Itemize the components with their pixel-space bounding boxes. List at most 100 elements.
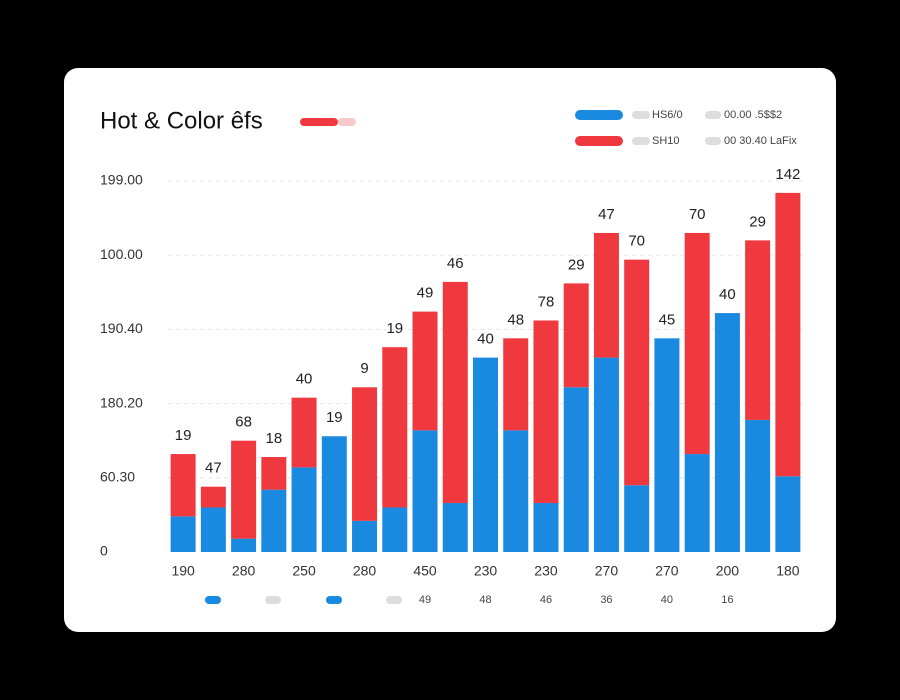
bar-annotation: 47 bbox=[598, 206, 615, 223]
bar-segment bbox=[321, 436, 347, 552]
bar-segment bbox=[503, 338, 529, 431]
bar-annotation: 40 bbox=[477, 331, 494, 348]
bar-annotation: 9 bbox=[360, 360, 368, 377]
x-tick-label: 280 bbox=[353, 563, 377, 579]
y-tick-label: 180.20 bbox=[100, 394, 143, 410]
footer-note: 40 bbox=[661, 594, 673, 606]
bar-annotation: 29 bbox=[568, 256, 585, 273]
bar-annotation: 40 bbox=[296, 371, 313, 388]
bar-segment bbox=[684, 232, 710, 455]
bar-segment bbox=[261, 457, 287, 490]
bar-segment bbox=[624, 259, 650, 486]
y-tick-label: 100.00 bbox=[100, 246, 143, 262]
bar-segment bbox=[775, 192, 801, 477]
footer-pill bbox=[265, 596, 281, 604]
footer-pill bbox=[326, 596, 342, 604]
title-accent bbox=[338, 118, 356, 126]
bar-segment bbox=[291, 467, 317, 552]
legend-note: 00 30.40 LaFix bbox=[724, 135, 797, 147]
bar-annotation: 19 bbox=[326, 409, 343, 426]
bar-segment bbox=[714, 313, 740, 552]
legend-label: HS6/0 bbox=[652, 109, 683, 121]
legend-label: SH10 bbox=[652, 135, 680, 147]
y-tick-label: 199.00 bbox=[100, 172, 143, 188]
x-tick-label: 270 bbox=[595, 563, 619, 579]
bar-segment bbox=[593, 357, 619, 552]
legend-pill bbox=[632, 137, 650, 145]
x-tick-label: 180 bbox=[776, 563, 800, 579]
x-tick-label: 270 bbox=[655, 563, 679, 579]
bar-segment bbox=[563, 387, 589, 552]
bar-segment bbox=[473, 357, 498, 552]
bar-annotation: 68 bbox=[235, 414, 252, 431]
bar-segment bbox=[200, 486, 226, 508]
y-tick-label: 60.30 bbox=[100, 469, 135, 485]
x-tick-label: 280 bbox=[232, 563, 256, 579]
legend-pill bbox=[632, 111, 650, 119]
bar-segment bbox=[261, 489, 287, 552]
bar-annotation: 29 bbox=[749, 213, 766, 230]
x-tick-label: 230 bbox=[534, 563, 558, 579]
bar-segment bbox=[352, 520, 378, 552]
footer-pill bbox=[386, 596, 402, 604]
y-tick-label: 190.40 bbox=[100, 320, 143, 336]
bar-segment bbox=[352, 387, 378, 521]
legend-swatch bbox=[575, 110, 623, 120]
bar-segment bbox=[533, 320, 559, 504]
footer-pill bbox=[205, 596, 221, 604]
x-tick-label: 200 bbox=[716, 563, 740, 579]
bar-segment bbox=[563, 283, 589, 388]
bar-annotation: 19 bbox=[175, 427, 192, 444]
footer-note: 36 bbox=[600, 594, 612, 606]
bar-segment bbox=[745, 419, 771, 552]
bar-annotation: 40 bbox=[719, 286, 736, 303]
bar-annotation: 45 bbox=[659, 311, 676, 328]
bar-segment bbox=[442, 281, 468, 504]
legend-pill bbox=[705, 137, 721, 145]
legend-swatch bbox=[575, 136, 623, 146]
footer-note: 16 bbox=[721, 594, 733, 606]
bar-segment bbox=[170, 454, 196, 517]
bar-segment bbox=[684, 454, 710, 552]
bar-segment bbox=[775, 476, 801, 552]
bar-annotation: 48 bbox=[507, 311, 524, 328]
bar-segment bbox=[442, 503, 468, 552]
bar-segment bbox=[231, 440, 257, 539]
legend-note: 00.00 .5$$2 bbox=[724, 109, 782, 121]
bar-annotation: 19 bbox=[386, 320, 403, 337]
bar-segment bbox=[170, 516, 196, 552]
y-tick-label: 0 bbox=[100, 543, 108, 559]
footer-note: 46 bbox=[540, 594, 552, 606]
bar-segment bbox=[503, 430, 529, 552]
bar-segment bbox=[412, 311, 438, 431]
bar-segment bbox=[745, 240, 771, 420]
title-accent bbox=[300, 118, 338, 126]
bar-segment bbox=[593, 232, 619, 358]
bar-segment bbox=[231, 538, 257, 552]
x-tick-label: 450 bbox=[413, 563, 437, 579]
bar-segment bbox=[382, 347, 408, 508]
bar-segment bbox=[654, 338, 680, 552]
bar-annotation: 49 bbox=[417, 285, 434, 302]
bar-annotation: 47 bbox=[205, 460, 222, 477]
footer-note: 48 bbox=[479, 594, 491, 606]
x-tick-label: 190 bbox=[171, 563, 195, 579]
bar-annotation: 46 bbox=[447, 255, 464, 272]
x-tick-label: 250 bbox=[292, 563, 316, 579]
bar-annotation: 70 bbox=[628, 233, 645, 250]
bar-segment bbox=[624, 485, 650, 552]
bar-annotation: 142 bbox=[775, 166, 800, 183]
legend-pill bbox=[705, 111, 721, 119]
bar-segment bbox=[533, 503, 559, 552]
bar-annotation: 18 bbox=[265, 430, 282, 447]
chart-title: Hot & Color êfs bbox=[100, 107, 263, 134]
bar-segment bbox=[200, 507, 226, 552]
bar-segment bbox=[412, 430, 438, 552]
x-tick-label: 230 bbox=[474, 563, 498, 579]
bar-annotation: 78 bbox=[538, 293, 555, 310]
bar-annotation: 70 bbox=[689, 206, 706, 223]
footer-note: 49 bbox=[419, 594, 431, 606]
bar-segment bbox=[382, 507, 408, 552]
